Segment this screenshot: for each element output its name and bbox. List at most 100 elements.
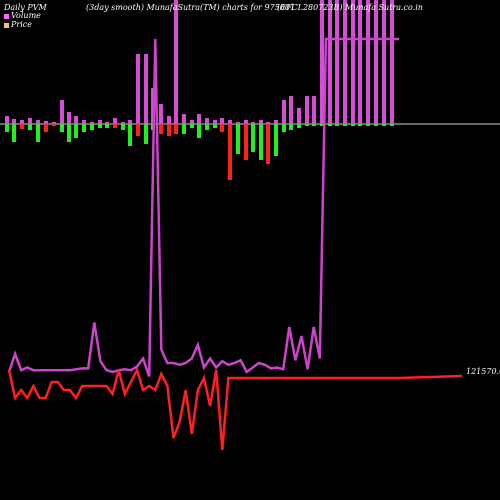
volume-bar-up (335, 0, 339, 124)
volume-bar-down (144, 124, 148, 144)
volume-bar-up (36, 120, 40, 124)
volume-bar-down (82, 124, 86, 132)
volume-bar-up (382, 0, 386, 124)
volume-bar-down (366, 124, 370, 126)
volume-bar-up (259, 120, 263, 124)
volume-bar-down (282, 124, 286, 132)
volume-bar-up (5, 116, 9, 124)
volume-bar-down (312, 124, 316, 126)
volume-bar-down (266, 124, 270, 164)
volume-bar-down (159, 124, 163, 134)
volume-bar-up (52, 122, 56, 124)
header-right: (EFCL280723B) Munafa Sutra.co.in (277, 3, 423, 12)
volume-bar-down (213, 124, 217, 128)
volume-bar-up (312, 96, 316, 124)
volume-bar-down (67, 124, 71, 142)
volume-line (7, 37, 399, 377)
volume-bar-up (343, 0, 347, 124)
volume-bar-down (12, 124, 16, 142)
volume-bar-down (136, 124, 140, 136)
volume-bar-up (136, 54, 140, 124)
volume-bar-up (20, 120, 24, 124)
legend-price: Price (4, 20, 32, 29)
volume-bar-down (244, 124, 248, 160)
volume-bar-down (335, 124, 339, 126)
volume-bar-down (220, 124, 224, 132)
volume-bar-up (320, 0, 324, 124)
volume-bar-up (28, 118, 32, 124)
volume-bar-up (12, 119, 16, 124)
volume-bar-down (5, 124, 9, 132)
volume-bar-up (167, 116, 171, 124)
volume-bar-down (320, 124, 324, 126)
volume-swatch-icon (4, 13, 9, 19)
volume-bar-up (144, 54, 148, 124)
volume-bar-up (244, 120, 248, 124)
volume-bar-down (236, 124, 240, 154)
volume-bar-up (220, 118, 224, 124)
volume-bar-down (390, 124, 394, 126)
volume-bar-down (259, 124, 263, 160)
volume-bar-up (90, 122, 94, 124)
volume-bar-down (121, 124, 125, 130)
volume-bar-down (28, 124, 32, 130)
volume-bar-down (343, 124, 347, 126)
volume-bar-down (274, 124, 278, 156)
volume-bar-down (44, 124, 48, 132)
volume-bar-up (328, 0, 332, 124)
volume-bar-up (197, 114, 201, 124)
volume-bar-down (90, 124, 94, 130)
volume-bar-down (351, 124, 355, 126)
volume-bar-up (297, 108, 301, 124)
volume-bar-up (159, 104, 163, 124)
volume-bar-down (328, 124, 332, 126)
volume-bar-up (205, 118, 209, 124)
price-value-label: 121570.00 (466, 367, 500, 376)
volume-bar-up (289, 96, 293, 124)
volume-bar-up (213, 120, 217, 124)
legend-price-label: Price (11, 20, 32, 29)
volume-bar-down (382, 124, 386, 126)
volume-bar-down (251, 124, 255, 152)
volume-bar-down (128, 124, 132, 146)
legend-volume: Volume (4, 11, 41, 20)
volume-bar-down (167, 124, 171, 136)
volume-bar-up (266, 122, 270, 124)
volume-bar-up (305, 96, 309, 124)
price-line (7, 366, 463, 451)
volume-bar-up (366, 0, 370, 124)
volume-bar-down (197, 124, 201, 138)
volume-bar-down (98, 124, 102, 128)
volume-bar-up (82, 120, 86, 124)
volume-bar-down (36, 124, 40, 142)
volume-bar-down (113, 124, 117, 128)
volume-bar-down (52, 124, 56, 126)
price-swatch-icon (4, 22, 9, 28)
volume-bar-up (60, 100, 64, 124)
volume-bar-up (190, 120, 194, 124)
header-middle: (3day smooth) MunafaSutra(TM) charts for… (86, 3, 296, 12)
legend-volume-label: Volume (11, 11, 41, 20)
volume-bar-up (236, 122, 240, 124)
volume-bar-up (351, 0, 355, 124)
volume-bar-down (205, 124, 209, 130)
volume-bar-down (374, 124, 378, 126)
volume-bar-down (182, 124, 186, 134)
volume-bar-up (74, 116, 78, 124)
volume-bar-down (174, 124, 178, 134)
volume-bar-up (228, 120, 232, 124)
volume-bar-up (128, 120, 132, 124)
volume-bar-up (390, 0, 394, 124)
volume-bar-down (20, 124, 24, 129)
volume-bar-up (67, 112, 71, 124)
volume-bar-up (44, 121, 48, 124)
volume-bar-up (113, 118, 117, 124)
volume-bar-down (289, 124, 293, 130)
volume-bar-up (182, 114, 186, 124)
volume-bar-up (98, 120, 102, 124)
volume-bar-down (228, 124, 232, 180)
volume-bar-down (60, 124, 64, 132)
volume-bar-up (282, 100, 286, 124)
